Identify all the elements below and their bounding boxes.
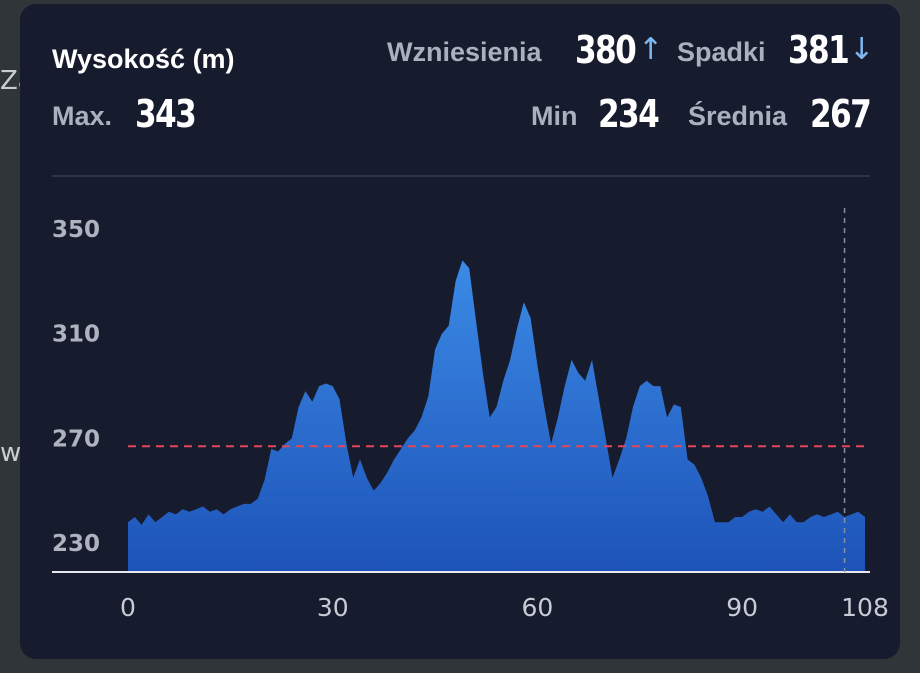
- elevation-area: [128, 260, 865, 572]
- min-value: 234: [598, 92, 660, 136]
- max-value: 343: [135, 92, 197, 136]
- divider: [52, 175, 870, 177]
- descent-value: 381: [788, 28, 850, 72]
- y-tick-label: 350: [52, 217, 100, 243]
- average-label: Średnia: [688, 101, 788, 131]
- map-label: w: [0, 438, 22, 468]
- x-tick-label: 30: [317, 593, 349, 622]
- arrow-down-icon: ↓: [849, 32, 875, 67]
- chart-title: Wysokość (m): [52, 44, 235, 74]
- x-tick-label: 90: [726, 593, 758, 622]
- y-tick-label: 230: [52, 531, 100, 557]
- average-value: 267: [810, 92, 872, 136]
- x-tick-label: 108: [841, 593, 889, 622]
- ascent-value: 380: [575, 28, 637, 72]
- min-label: Min: [531, 101, 578, 131]
- arrow-up-icon: ↑: [638, 32, 664, 67]
- descent-label: Spadki: [677, 37, 766, 67]
- x-tick-label: 60: [522, 593, 554, 622]
- ascent-label: Wzniesienia: [387, 37, 542, 67]
- y-tick-label: 270: [52, 426, 100, 452]
- y-tick-label: 310: [52, 322, 100, 348]
- max-label: Max.: [52, 101, 113, 131]
- x-tick-label: 0: [120, 593, 136, 622]
